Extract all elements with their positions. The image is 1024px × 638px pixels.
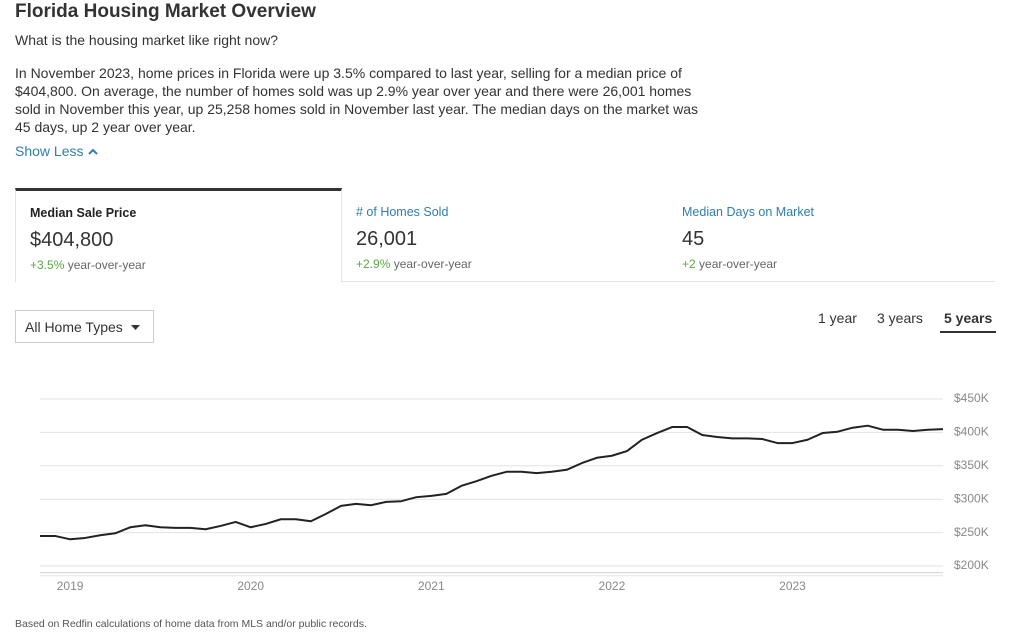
chart: $200K $250K $300K $350K $400K $450K 2019 2020 20… [40, 391, 989, 593]
y-tick-label: $250K [954, 525, 989, 539]
x-tick-label: 2023 [779, 579, 806, 593]
page-title: Florida Housing Market Overview [15, 1, 316, 22]
summary: In November 2023, home prices in Florida… [15, 65, 698, 135]
change-suffix: year-over-year [393, 257, 472, 271]
dropdown-label: All Home Types [25, 319, 123, 335]
tab[interactable]: Median Sale Price $404,800 +3.5% year-ov… [15, 188, 342, 282]
tab-value: 45 [682, 228, 705, 250]
x-tick-label: 2019 [57, 579, 84, 593]
change-value: +2 [682, 257, 696, 271]
subtitle: What is the housing market like right no… [15, 32, 279, 48]
change-value: +3.5% [30, 258, 65, 272]
x-tick-label: 2022 [599, 579, 626, 593]
price-line [40, 424, 944, 541]
tab-change: +3.5% year-over-year [30, 258, 341, 272]
footnote: Based on Redfin calculations of home dat… [15, 618, 367, 630]
range-option[interactable]: 1 year [818, 310, 857, 326]
tab-label: # of Homes Sold [356, 205, 449, 219]
change-value: +2.9% [356, 257, 391, 271]
y-tick-label: $400K [954, 425, 989, 439]
tab[interactable]: Median Days on Market 45 +2 year-over-ye… [668, 188, 995, 282]
range-option[interactable]: 5 years [940, 310, 997, 333]
y-tick-label: $450K [954, 391, 989, 405]
x-tick-label: 2020 [237, 579, 264, 593]
x-tick-label: 2021 [418, 579, 445, 593]
change-suffix: year-over-year [699, 257, 778, 271]
tab[interactable]: # of Homes Sold 26,001 +2.9% year-over-y… [342, 188, 668, 282]
show-less-label: Show Less [15, 143, 84, 159]
tab-change: +2 year-over-year [682, 257, 995, 271]
chevron-up [88, 148, 99, 155]
range-option[interactable]: 3 years [877, 310, 923, 326]
y-tick-label: $200K [954, 558, 989, 572]
tab-label: Median Days on Market [682, 205, 815, 219]
tab-label: Median Sale Price [30, 206, 137, 220]
tab-change: +2.9% year-over-year [356, 257, 668, 271]
tab-value: 26,001 [356, 228, 418, 250]
show-less[interactable]: Show Less [15, 143, 99, 159]
change-suffix: year-over-year [67, 258, 146, 272]
y-tick-label: $300K [954, 491, 989, 505]
home-type-dropdown[interactable]: All Home Types [15, 310, 154, 343]
y-tick-label: $350K [954, 458, 989, 472]
caret-down [131, 325, 140, 330]
tab-value: $404,800 [30, 229, 114, 251]
